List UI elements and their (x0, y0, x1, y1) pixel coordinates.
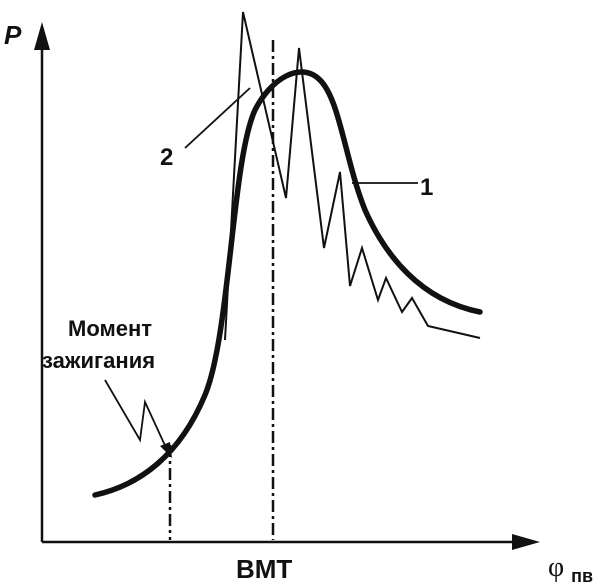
curve-1 (92, 69, 483, 498)
ignition-label-line1: Момент (68, 316, 152, 341)
curve-2-leader (184, 87, 251, 149)
x-axis-arrow (512, 534, 540, 550)
x-axis-label: φ пв (548, 552, 593, 586)
curve-2-label: 2 (160, 144, 173, 171)
y-axis-label: P (4, 20, 22, 50)
ignition-leader (104, 379, 169, 453)
x-axis-label-main: φ (548, 552, 564, 583)
axes (34, 22, 540, 550)
curve-2 (224, 11, 481, 341)
ignition-label-line2: зажигания (42, 348, 155, 373)
curve-1-label: 1 (420, 174, 433, 201)
y-axis-arrow (34, 22, 50, 50)
x-axis-label-sub: пв (571, 566, 593, 586)
tdc-label: ВМТ (236, 554, 292, 584)
ignition-leader-arrow (160, 442, 172, 458)
